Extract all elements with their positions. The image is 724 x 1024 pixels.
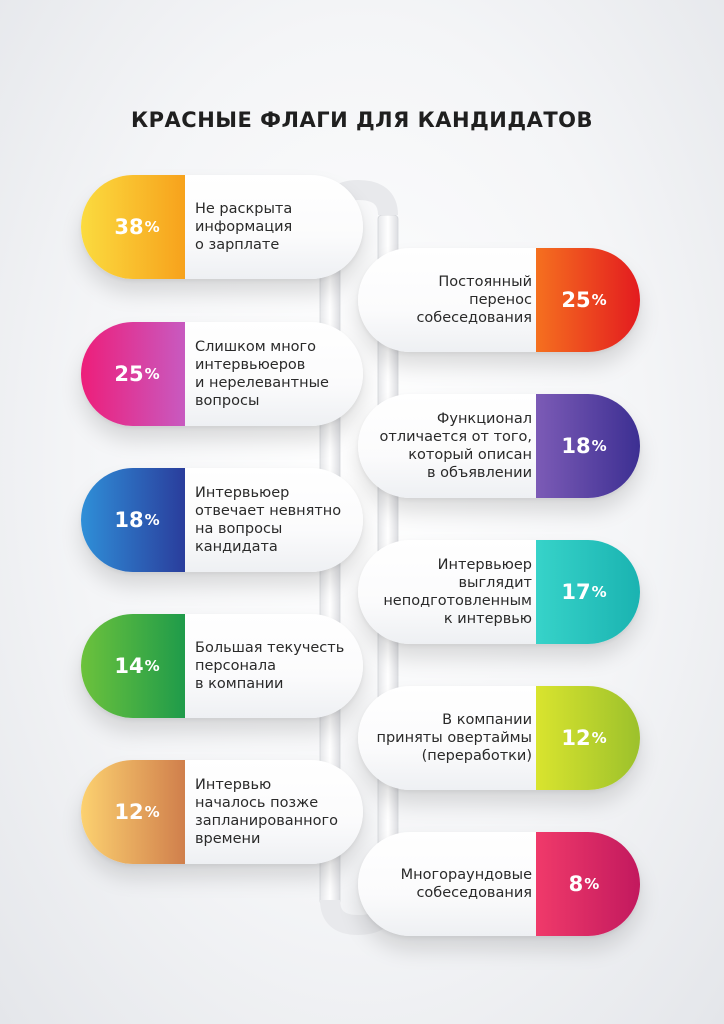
- percent-value: 12: [561, 726, 591, 750]
- flag-label: Не раскрыта информация о зарплате: [195, 175, 355, 279]
- percent-sign: %: [144, 803, 160, 821]
- flag-pill: 25% Слишком много интервьюеров и нерелевант…: [81, 322, 363, 426]
- flag-label: Многораундовые собеседования: [358, 832, 532, 936]
- flag-label-line: в компании: [195, 676, 284, 692]
- flag-label-line: Интервьюер: [437, 557, 532, 573]
- flag-label: Постоянный перенос собеседования: [358, 248, 532, 352]
- percent-sign: %: [591, 437, 607, 455]
- flag-label: Функционал отличается от того, который опи…: [358, 394, 532, 498]
- flag-pill: 17% Интервьюер выглядит неподготовленным к и…: [358, 540, 640, 644]
- percent-cap: 17%: [536, 540, 640, 644]
- percent-sign: %: [591, 291, 607, 309]
- percent-cap: 18%: [81, 468, 185, 572]
- flag-label-line: Функционал: [436, 411, 532, 427]
- flag-label-line: кандидата: [195, 539, 278, 555]
- flag-label-line: Интервью: [195, 777, 272, 793]
- flag-pill: 18% Функционал отличается от того, который …: [358, 394, 640, 498]
- percent-cap: 18%: [536, 394, 640, 498]
- percent-cap: 25%: [81, 322, 185, 426]
- flag-label-line: Интервьюер: [195, 485, 290, 501]
- percent-cap: 8%: [536, 832, 640, 936]
- percent-sign: %: [591, 583, 607, 601]
- flag-label-line: Большая текучесть: [195, 640, 345, 656]
- flag-label-line: о зарплате: [195, 237, 280, 253]
- percent-value: 25: [114, 362, 144, 386]
- flag-label-line: выглядит: [458, 575, 533, 591]
- flag-label-line: отличается от того,: [379, 429, 532, 445]
- flag-label: Интервьюер отвечает невнятно на вопросы кан…: [195, 468, 355, 572]
- flag-label-line: приняты овертаймы: [376, 730, 533, 746]
- flag-label-line: времени: [195, 831, 261, 847]
- flag-label-line: Слишком много: [195, 339, 317, 355]
- flag-label-line: началось позже: [195, 795, 319, 811]
- flag-label-line: запланированного: [195, 813, 338, 829]
- flag-label-line: в объявлении: [427, 465, 532, 481]
- percent-cap: 12%: [536, 686, 640, 790]
- flag-pill: 25% Постоянный перенос собеседования: [358, 248, 640, 352]
- flag-label-line: отвечает невнятно: [195, 503, 342, 519]
- flag-label-line: Не раскрыта: [195, 201, 293, 217]
- percent-value: 38: [114, 215, 144, 239]
- percent-value: 25: [561, 288, 591, 312]
- flag-label-line: В компании: [442, 712, 532, 728]
- percent-value: 12: [114, 800, 144, 824]
- flag-label-line: интервьюеров: [195, 357, 306, 373]
- flag-label-line: который описан: [408, 447, 532, 463]
- percent-value: 8: [568, 872, 584, 896]
- flag-label: Интервьюер выглядит неподготовленным к инте…: [358, 540, 532, 644]
- flag-label-line: (переработки): [421, 748, 532, 764]
- flag-label-line: неподготовленным: [383, 593, 532, 609]
- percent-value: 14: [114, 654, 144, 678]
- page-title: КРАСНЫЕ ФЛАГИ ДЛЯ КАНДИДАТОВ: [130, 108, 594, 132]
- percent-cap: 12%: [81, 760, 185, 864]
- flag-label-line: вопросы: [195, 393, 260, 409]
- percent-sign: %: [584, 875, 600, 893]
- flag-pill: 14% Большая текучесть персонала в компании: [81, 614, 363, 718]
- percent-cap: 38%: [81, 175, 185, 279]
- flag-label: Слишком много интервьюеров и нерелевантные…: [195, 322, 355, 426]
- flag-label: Интервью началось позже запланированного вр…: [195, 760, 355, 864]
- flag-label: В компании приняты овертаймы (переработки): [358, 686, 533, 790]
- flag-label-line: к интервью: [443, 611, 532, 627]
- flag-label-line: информация: [195, 219, 293, 235]
- percent-sign: %: [144, 511, 160, 529]
- percent-cap: 14%: [81, 614, 185, 718]
- flag-label-line: собеседования: [416, 885, 532, 901]
- flag-label-line: перенос: [469, 292, 532, 308]
- flag-label-line: Многораундовые: [400, 867, 532, 883]
- percent-sign: %: [144, 365, 160, 383]
- flag-label-line: Постоянный: [438, 274, 532, 290]
- percent-sign: %: [591, 729, 607, 747]
- flag-label-line: собеседования: [416, 310, 532, 326]
- flag-pill: 12% В компании приняты овертаймы (переработ…: [358, 686, 640, 790]
- flag-label-line: персонала: [195, 658, 276, 674]
- flag-pill: 8% Многораундовые собеседования: [358, 832, 640, 936]
- flag-pill: 12% Интервью началось позже запланированног…: [81, 760, 363, 864]
- flag-pill: 38% Не раскрыта информация о зарплате: [81, 175, 363, 279]
- flag-label: Большая текучесть персонала в компании: [195, 614, 355, 718]
- percent-sign: %: [144, 218, 160, 236]
- percent-sign: %: [144, 657, 160, 675]
- flag-pill: 18% Интервьюер отвечает невнятно на вопросы…: [81, 468, 363, 572]
- percent-value: 17: [561, 580, 591, 604]
- percent-cap: 25%: [536, 248, 640, 352]
- flag-label-line: и нерелевантные: [195, 375, 329, 391]
- flag-label-line: на вопросы: [195, 521, 283, 537]
- percent-value: 18: [561, 434, 591, 458]
- percent-value: 18: [114, 508, 144, 532]
